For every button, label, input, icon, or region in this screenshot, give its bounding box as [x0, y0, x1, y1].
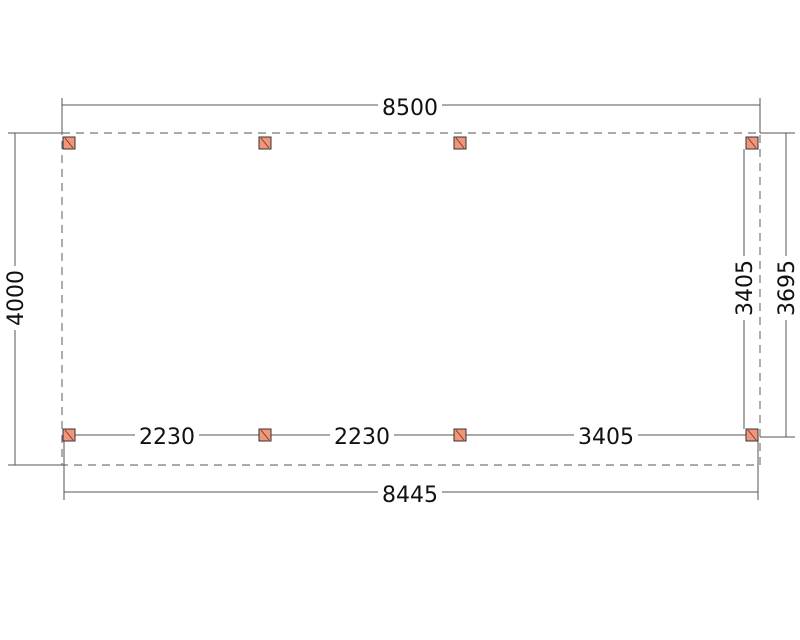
span-label-2: 2230 [334, 425, 390, 450]
span-label-3: 3405 [578, 425, 634, 450]
dimension-label: 3405 [733, 260, 758, 316]
post-top-2 [258, 136, 272, 150]
roof-outline [61, 132, 761, 466]
dimension-label: 8500 [382, 96, 438, 121]
span-label-1: 2230 [139, 425, 195, 450]
dimension-overall-width: 8500 [61, 92, 761, 133]
post-bottom-3 [453, 428, 467, 442]
post-top-3 [453, 136, 467, 150]
dimension-label: 3695 [775, 260, 800, 316]
dimension-bottom-spans: 2230 2230 3405 [75, 422, 746, 450]
post-bottom-2 [258, 428, 272, 442]
post-bottom-1 [62, 428, 76, 442]
post-top-1 [62, 136, 76, 150]
dimension-label: 4000 [4, 270, 29, 326]
dimension-post-span-depth-outer: 3695 [760, 132, 800, 438]
dimension-label: 8445 [382, 483, 438, 508]
post-bottom-4 [745, 428, 759, 442]
dimension-post-span-width: 8445 [63, 441, 759, 508]
post-top-4 [745, 136, 759, 150]
dimension-overall-depth: 4000 [2, 132, 62, 466]
posts [62, 136, 759, 442]
dimension-post-span-depth-inner: 3405 [730, 149, 758, 429]
